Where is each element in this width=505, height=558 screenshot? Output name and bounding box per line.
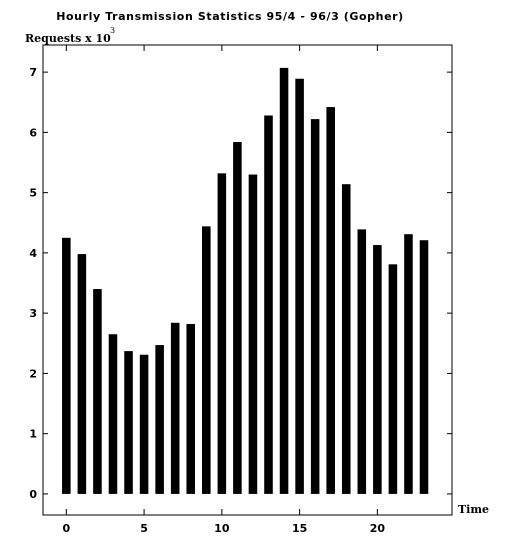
bar-hour-18 [341,184,351,494]
y-tick-label-2: 2 [29,367,37,380]
y-tick-label-6: 6 [29,126,37,139]
x-axis: 0 5 10 15 20 [62,45,385,535]
plot-frame [42,44,453,516]
chart-title: Hourly Transmission Statistics 95/4 - 96… [56,10,404,23]
bar-hour-0 [62,237,71,494]
y-axis-label-exponent: 3 [110,26,115,35]
y-tick-label-3: 3 [29,307,37,320]
bar-hour-17 [326,107,335,494]
bar-hour-15 [295,78,304,494]
bar-hour-2 [93,289,102,494]
bar-hour-19 [357,229,367,494]
bar-hour-22 [404,234,413,494]
bar-hour-23 [419,240,429,494]
bar-hour-11 [233,142,242,494]
bar-hour-5 [139,354,149,494]
bars [62,67,429,494]
bar-hour-9 [202,226,211,494]
x-axis-label: Time [458,503,489,516]
bar-hour-7 [170,322,180,494]
y-tick-label-7: 7 [29,66,37,79]
bar-hour-14 [279,67,289,494]
bar-hour-6 [155,345,164,494]
y-axis: 0 1 2 3 4 5 6 7 [29,66,452,501]
x-tick-label-15: 15 [292,522,307,535]
y-axis-label: Requests x 10 [25,32,111,45]
bar-hour-8 [186,323,196,494]
bar-hour-12 [248,174,258,494]
bar-hour-1 [77,254,87,494]
bar-hour-10 [217,173,227,494]
bar-hour-13 [264,115,273,494]
x-tick-label-0: 0 [62,522,70,535]
y-tick-label-4: 4 [29,247,37,260]
x-tick-label-5: 5 [140,522,148,535]
bar-hour-3 [108,334,118,494]
bar-hour-20 [373,245,382,494]
bar-hour-4 [124,351,133,494]
y-tick-label-0: 0 [29,488,37,501]
y-tick-label-1: 1 [29,428,37,441]
x-tick-label-20: 20 [370,522,386,535]
y-tick-label-5: 5 [29,187,37,200]
x-tick-label-10: 10 [214,522,230,535]
bar-hour-16 [310,119,320,494]
bar-hour-21 [388,264,398,494]
